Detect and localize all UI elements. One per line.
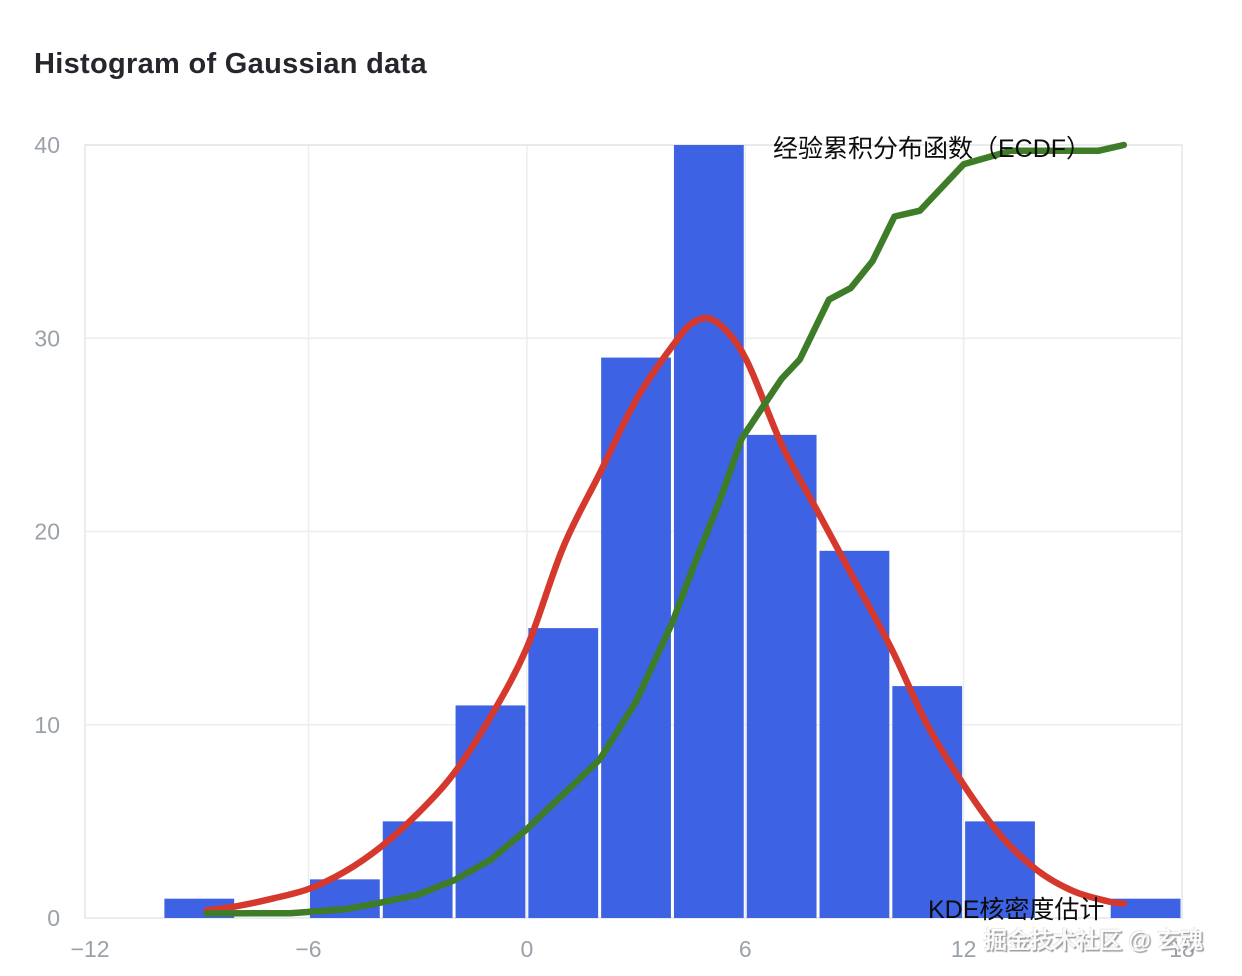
x-tick-label: −12	[71, 936, 110, 962]
y-tick-label: 20	[34, 519, 60, 545]
chart-title: Histogram of Gaussian data	[34, 48, 427, 80]
ecdf-series-label: 经验累积分布函数（ECDF）	[773, 135, 1092, 163]
histogram-bar	[455, 705, 526, 918]
histogram-bar	[746, 434, 817, 918]
x-tick-label: 12	[951, 936, 977, 962]
y-tick-label: 0	[47, 905, 60, 931]
x-tick-label: 0	[520, 936, 533, 962]
histogram-bar	[1110, 898, 1181, 918]
kde-curve	[203, 314, 1128, 914]
x-tick-label: −6	[295, 936, 321, 962]
y-tick-label: 40	[34, 132, 60, 158]
watermark: 掘金技术社区 @ 玄魂	[984, 927, 1204, 953]
kde-series-label: KDE核密度估计	[928, 896, 1105, 924]
x-tick-label: 18	[1169, 936, 1195, 962]
ecdf-curve	[203, 141, 1128, 917]
histogram-bar	[819, 550, 890, 918]
y-tick-label: 30	[34, 325, 60, 351]
x-tick-label: 6	[739, 936, 752, 962]
y-tick-label: 10	[34, 712, 60, 738]
